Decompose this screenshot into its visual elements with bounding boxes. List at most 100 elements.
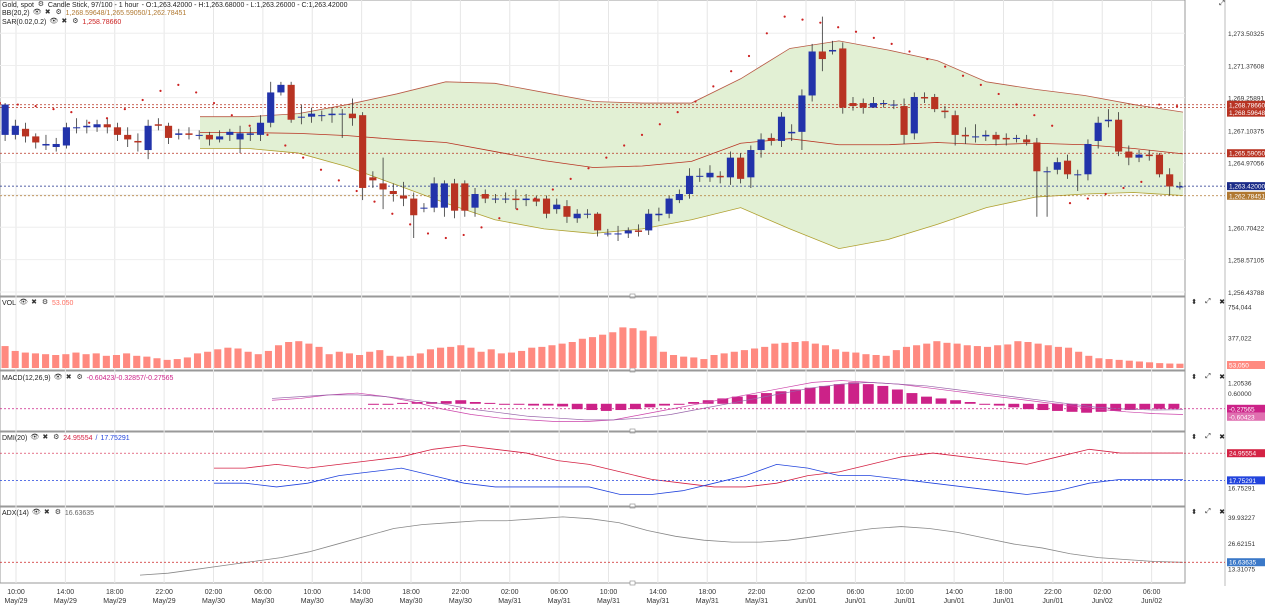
candle-body xyxy=(890,104,898,106)
adx-marker-label: 16.63635 xyxy=(1229,560,1256,567)
sar-dot xyxy=(16,103,19,106)
volume-bar xyxy=(153,358,161,368)
candle-body xyxy=(553,204,561,210)
close-icon[interactable]: ✖ xyxy=(43,509,50,516)
candle-body xyxy=(665,198,673,214)
gear-icon[interactable]: ⚙ xyxy=(54,509,61,516)
candle-body xyxy=(1063,160,1072,175)
candle-body xyxy=(614,233,622,235)
volume-bar xyxy=(669,355,678,368)
volume-bar xyxy=(52,355,60,368)
candle-body xyxy=(859,103,867,108)
candle-body xyxy=(573,213,581,219)
candle-body xyxy=(1074,174,1082,176)
candle-body xyxy=(931,96,939,110)
volume-bar xyxy=(193,353,202,368)
volume-bar xyxy=(902,346,911,368)
volume-bar xyxy=(102,355,110,368)
volume-bar xyxy=(730,351,738,368)
volume-bar xyxy=(386,355,394,368)
close-icon[interactable]: ✖ xyxy=(1219,374,1225,381)
eye-icon[interactable]: 👁 xyxy=(49,18,59,25)
eye-icon[interactable]: 👁 xyxy=(32,9,42,16)
candle-body xyxy=(471,194,479,208)
gear-icon[interactable]: ⚙ xyxy=(53,434,60,441)
macd-splitter-handle xyxy=(629,428,636,434)
volume-bar xyxy=(528,347,536,368)
bollinger-upper-line xyxy=(200,40,1184,118)
gear-icon[interactable]: ⚙ xyxy=(41,299,49,306)
gear-icon[interactable]: ⚙ xyxy=(76,374,83,381)
candle-body xyxy=(798,95,806,132)
sar-dot xyxy=(480,226,483,229)
volume-bar xyxy=(639,330,647,368)
volume-bar xyxy=(983,346,992,368)
settings-icon[interactable]: ⚙ xyxy=(37,1,45,8)
vol-label: VOL xyxy=(2,299,17,307)
sar-dot xyxy=(819,21,822,24)
macd-histogram-bar xyxy=(964,402,976,404)
candle-body xyxy=(502,198,510,200)
eye-icon[interactable]: 👁 xyxy=(30,434,40,441)
sar-dot xyxy=(944,65,947,68)
eye-icon[interactable]: 👁 xyxy=(53,374,63,381)
candle-body xyxy=(318,115,326,117)
candle-body xyxy=(777,116,786,141)
eye-icon[interactable]: 👁 xyxy=(19,299,28,306)
gear-icon[interactable]: ⚙ xyxy=(55,9,62,16)
move-icon[interactable]: ⬍ xyxy=(1191,434,1197,441)
candle-body xyxy=(972,136,980,138)
maximize-icon[interactable]: ⤢ xyxy=(1205,298,1211,305)
move-icon[interactable]: ⬍ xyxy=(1191,509,1197,516)
eye-icon[interactable]: 👁 xyxy=(31,509,41,516)
sar-dot xyxy=(70,111,73,114)
macd-histogram-bar xyxy=(615,403,627,411)
macd-histogram-bar xyxy=(1008,403,1020,408)
time-label: 06:00 xyxy=(550,589,568,596)
move-icon[interactable]: ⬍ xyxy=(1191,299,1197,306)
maximize-icon[interactable]: ⤢ xyxy=(1219,0,1225,7)
close-icon[interactable]: ✖ xyxy=(1219,299,1225,306)
dmi-splitter-handle xyxy=(629,503,636,509)
candle-body xyxy=(982,134,990,137)
gear-icon[interactable]: ⚙ xyxy=(72,18,79,25)
close-icon[interactable]: ✖ xyxy=(44,9,51,16)
sar-dot xyxy=(837,26,840,29)
sar-dot xyxy=(1104,192,1107,196)
candle-body xyxy=(849,103,857,107)
candle-body xyxy=(307,113,316,117)
candle-body xyxy=(389,190,397,195)
maximize-icon[interactable]: ⤢ xyxy=(1205,508,1211,515)
price-marker-label: 1,265.59050 xyxy=(1229,151,1266,158)
sar-dot xyxy=(248,124,251,127)
maximize-icon[interactable]: ⤢ xyxy=(1205,373,1211,380)
sar-dot xyxy=(177,83,180,86)
sar-dot xyxy=(1033,114,1036,117)
close-icon[interactable]: ✖ xyxy=(1219,509,1225,516)
volume-bar xyxy=(518,350,526,368)
adx-tick-label: 39.93227 xyxy=(1228,515,1255,522)
macd-marker-tag xyxy=(1227,404,1265,413)
volume-bar xyxy=(82,354,90,368)
date-label: May/31 xyxy=(646,598,669,605)
candle-body xyxy=(900,106,908,135)
price-tick-label: 1,269.25891 xyxy=(1228,96,1265,103)
sar-dot xyxy=(533,197,537,200)
close-icon[interactable]: ✖ xyxy=(61,18,68,25)
candle-body xyxy=(910,96,918,134)
sar-dot xyxy=(266,133,269,136)
move-icon[interactable]: ⬍ xyxy=(1191,374,1197,381)
macd-histogram-bar xyxy=(368,403,379,405)
candle-body xyxy=(634,230,643,232)
maximize-icon[interactable]: ⤢ xyxy=(1205,433,1211,440)
close-icon[interactable]: ✖ xyxy=(65,374,72,381)
close-icon[interactable]: ✖ xyxy=(31,299,37,306)
close-icon[interactable]: ✖ xyxy=(42,434,49,441)
close-icon[interactable]: ✖ xyxy=(1219,434,1225,441)
volume-bar xyxy=(578,338,586,368)
candle-body xyxy=(951,115,959,135)
volume-bar xyxy=(325,354,333,368)
candle-body xyxy=(369,177,377,181)
volume-bar xyxy=(781,342,789,368)
